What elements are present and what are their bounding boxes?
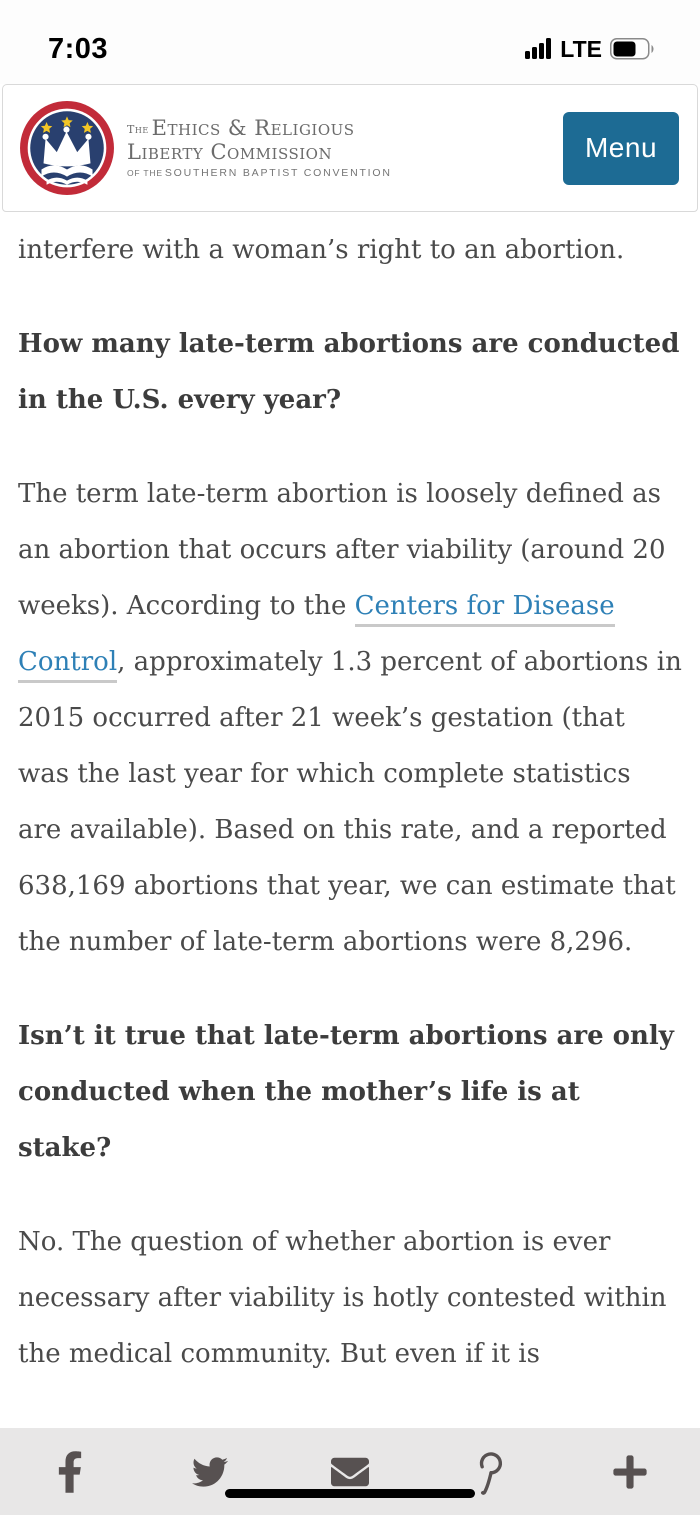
paragraph-statistics: The term late-term abortion is loosely d… [18,466,682,970]
share-facebook-button[interactable] [0,1428,140,1515]
twitter-icon [192,1456,228,1487]
logo-line-1: The Ethics & Religious [127,116,355,140]
erlc-crown-emblem-icon [20,101,114,195]
paragraph-statistics-text-1: The term late-term abortion is loosely d… [18,479,666,621]
paragraph-no-question: No. The question of whether abortion is … [18,1227,667,1369]
cellular-signal-icon [525,38,552,59]
site-header: The Ethics & Religious Liberty Commission… [2,84,698,212]
logo-ofthe-prefix: OF THE [127,168,163,178]
logo-line-2: Liberty Commission [127,140,333,164]
logo-line-3: OF THE SOUTHERN BAPTIST CONVENTION [127,167,392,179]
home-indicator[interactable] [225,1489,475,1498]
share-pinterest-button[interactable] [420,1428,560,1515]
envelope-icon [331,1457,369,1486]
paragraph-statistics-text-2: , approximately 1.3 percent of abortions… [18,647,682,957]
pinterest-icon [479,1451,503,1495]
battery-icon [610,38,654,60]
article-content: interfere with a woman’s right to an abo… [0,212,700,1420]
cdc-link[interactable]: Centers for Disease Control [18,591,615,683]
menu-button[interactable]: Menu [563,111,679,185]
status-icons: LTE [525,36,656,63]
share-bar [0,1428,700,1515]
status-time: 7:03 [48,32,109,65]
paragraph-intro-fragment: interfere with a woman’s right to an abo… [18,235,625,265]
plus-icon [613,1454,647,1489]
share-email-button[interactable] [280,1428,420,1515]
status-bar: 7:03 LTE [0,0,700,84]
heading-isnt-it-true: Isn’t it true that late-term abortions a… [18,1021,674,1163]
erlc-logo[interactable] [19,100,115,196]
heading-how-many-late-term: How many late-term abortions are conduct… [18,329,680,415]
facebook-icon [58,1450,82,1493]
network-type-label: LTE [560,35,602,62]
share-twitter-button[interactable] [140,1428,280,1515]
erlc-logo-text: The Ethics & Religious Liberty Commission… [127,116,563,180]
share-more-button[interactable] [560,1428,700,1515]
logo-the-prefix: The [127,123,149,136]
